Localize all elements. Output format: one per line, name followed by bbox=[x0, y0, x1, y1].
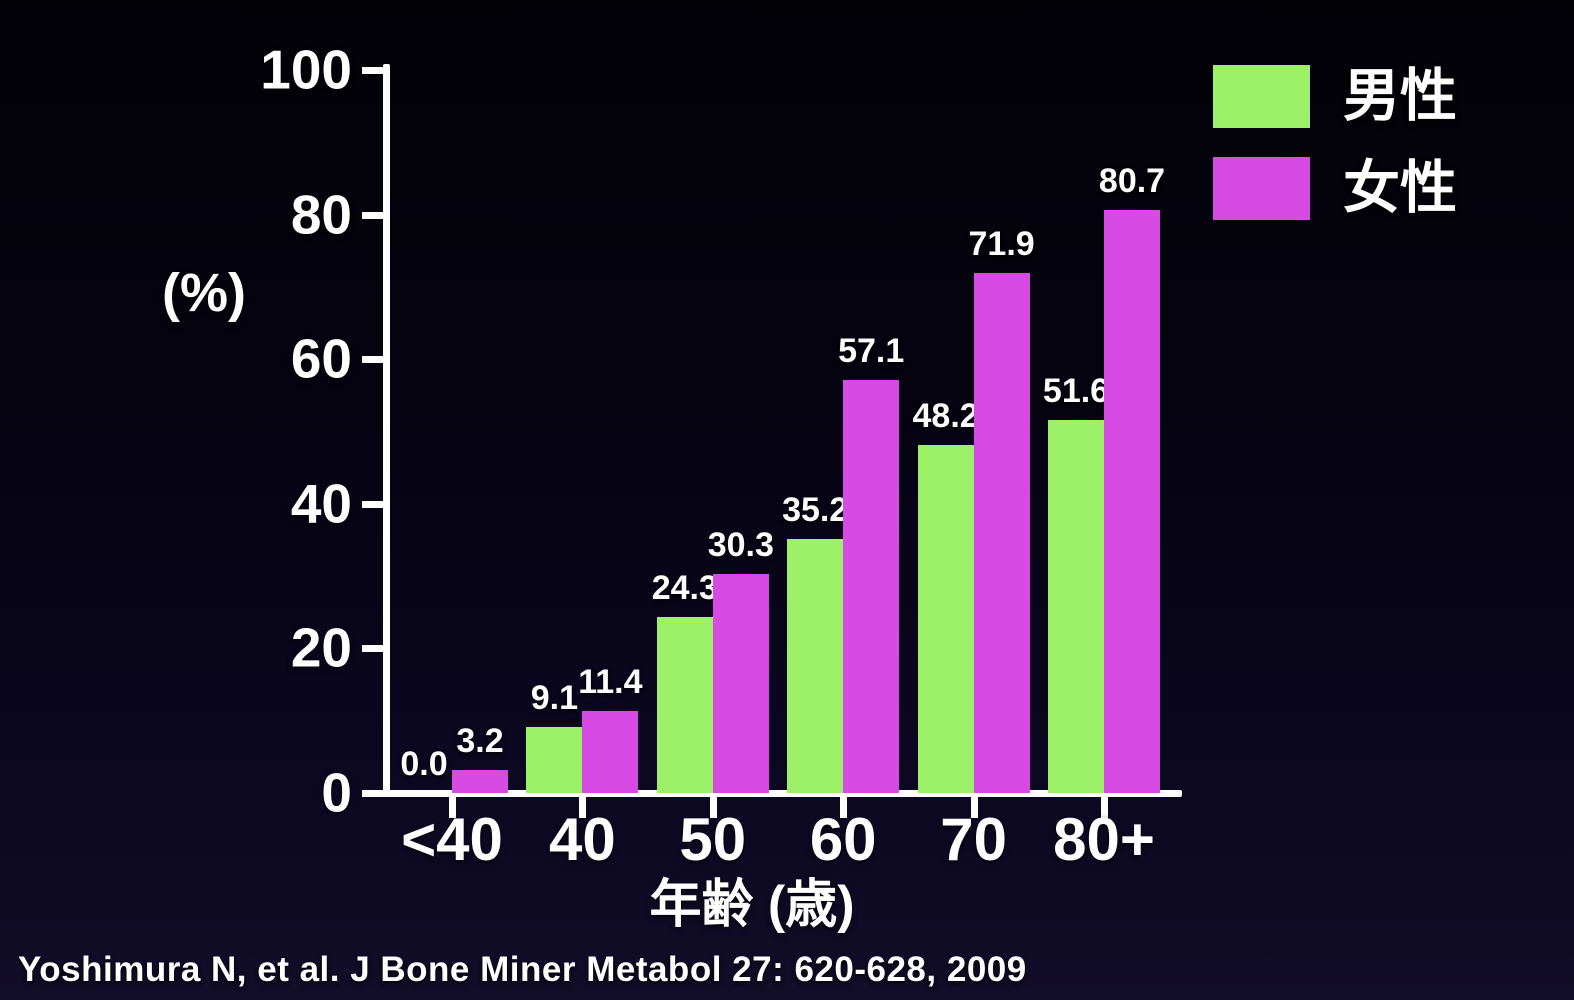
bar-value-label-female-<40: 3.2 bbox=[456, 722, 504, 760]
y-tick-label-60: 60 bbox=[290, 327, 352, 390]
bar-male-40 bbox=[526, 727, 583, 793]
female-color-swatch bbox=[1213, 157, 1310, 220]
y-tick-40 bbox=[362, 500, 384, 508]
bar-male-50 bbox=[656, 617, 713, 793]
bar-value-label-male-<40: 0.0 bbox=[400, 745, 448, 783]
bar-value-label-male-40: 9.1 bbox=[530, 679, 579, 717]
bar-value-label-female-60: 57.1 bbox=[838, 332, 905, 370]
legend: 男性 女性 bbox=[1213, 65, 1457, 220]
bar-female-<40 bbox=[452, 770, 508, 793]
y-tick-label-100: 100 bbox=[260, 38, 352, 101]
legend-item-female: 女性 bbox=[1213, 157, 1457, 220]
y-tick-100 bbox=[362, 67, 384, 74]
y-tick-label-0: 0 bbox=[321, 761, 352, 824]
x-tick-label-80+: 80+ bbox=[1053, 806, 1155, 873]
x-tick-label-50: 50 bbox=[679, 806, 747, 873]
y-tick-60 bbox=[362, 356, 384, 364]
bar-value-label-female-50: 30.3 bbox=[707, 526, 774, 564]
bar-value-label-female-80+: 80.7 bbox=[1098, 162, 1166, 200]
bar-value-label-male-80+: 51.6 bbox=[1042, 372, 1110, 410]
bar-female-70 bbox=[973, 273, 1030, 793]
bar-value-label-female-70: 71.9 bbox=[968, 225, 1035, 263]
x-tick-60 bbox=[840, 795, 848, 818]
x-tick-label-70: 70 bbox=[940, 806, 1007, 873]
bar-value-label-female-40: 11.4 bbox=[578, 663, 643, 701]
x-tick-70 bbox=[970, 795, 978, 818]
legend-label-male: 男性 bbox=[1343, 64, 1457, 128]
bar-value-label-male-70: 48.2 bbox=[912, 397, 979, 435]
bar-female-60 bbox=[843, 380, 900, 793]
x-tick-<40 bbox=[449, 795, 456, 818]
legend-item-male: 男性 bbox=[1213, 65, 1457, 128]
x-tick-label-40: 40 bbox=[549, 806, 616, 873]
x-tick-40 bbox=[579, 795, 587, 818]
male-color-swatch bbox=[1213, 65, 1310, 128]
y-tick-20 bbox=[362, 645, 384, 653]
x-tick-label-60: 60 bbox=[809, 806, 877, 873]
bar-female-40 bbox=[582, 711, 639, 793]
x-tick-label-<40: <40 bbox=[401, 806, 503, 873]
bar-value-label-male-50: 24.3 bbox=[651, 569, 718, 607]
x-axis-title: 年齢 (歳) bbox=[649, 876, 855, 934]
x-tick-80+ bbox=[1101, 795, 1108, 818]
bar-value-label-male-60: 35.2 bbox=[782, 491, 849, 529]
y-tick-80 bbox=[362, 211, 384, 219]
bar-female-50 bbox=[712, 574, 769, 793]
x-axis-line bbox=[364, 790, 1182, 797]
y-axis-line bbox=[383, 64, 390, 797]
bar-male-80+ bbox=[1048, 420, 1104, 793]
y-tick-label-20: 20 bbox=[290, 616, 352, 679]
citation-text: Yoshimura N, et al. J Bone Miner Metabol… bbox=[18, 950, 1027, 989]
bar-male-70 bbox=[917, 445, 974, 793]
x-tick-50 bbox=[709, 795, 717, 818]
y-axis-title: (%) bbox=[162, 263, 246, 323]
bar-female-80+ bbox=[1104, 210, 1160, 793]
y-tick-label-80: 80 bbox=[290, 183, 352, 246]
y-tick-0 bbox=[362, 790, 384, 797]
legend-label-female: 女性 bbox=[1343, 156, 1457, 220]
bar-male-60 bbox=[787, 539, 844, 793]
y-tick-label-40: 40 bbox=[290, 472, 352, 535]
